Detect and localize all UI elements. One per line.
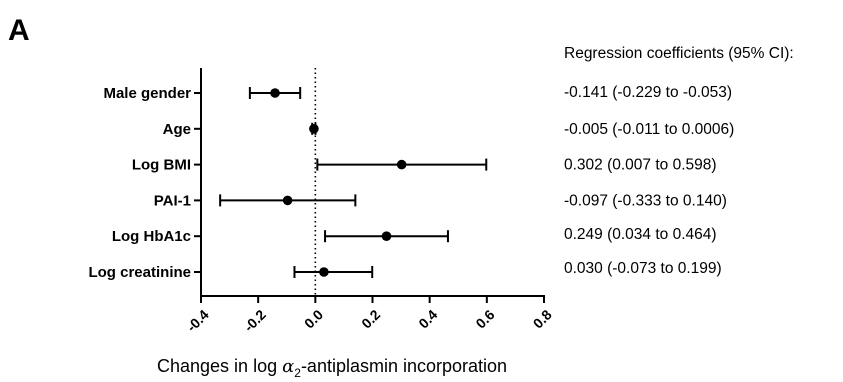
- coefficient-label: -0.005 (-0.011 to 0.0006): [564, 121, 734, 138]
- x-tick-label: 0.2: [358, 306, 383, 331]
- coefficient-header: Regression coefficients (95% CI):: [564, 45, 794, 62]
- panel-label: A: [8, 14, 30, 47]
- category-label: Age: [163, 121, 191, 138]
- coefficient-label: 0.302 (0.007 to 0.598): [564, 157, 717, 174]
- point-estimate: [282, 195, 293, 206]
- point-estimate: [381, 231, 392, 241]
- plot-area: -0.4 -0.2 0.0 0.2 0.4 0.6 0.8 Male gender -0.141…: [88, 68, 734, 335]
- coefficient-label: 0.030 (-0.073 to 0.199): [564, 260, 722, 277]
- x-tick-label: 0.8: [530, 306, 555, 331]
- x-tick-label: -0.4: [183, 306, 212, 335]
- x-axis-label-symbol: α: [282, 356, 294, 377]
- x-axis-label-suffix: -antiplasmin incorporation: [301, 356, 507, 376]
- x-axis-label-subscript: 2: [294, 366, 301, 380]
- coefficient-label: -0.097 (-0.333 to 0.140): [564, 192, 727, 209]
- category-label: PAI-1: [154, 192, 191, 209]
- category-label: Log creatinine: [88, 264, 191, 281]
- x-tick-label: -0.2: [241, 306, 270, 335]
- category-label: Log HbA1c: [112, 228, 191, 245]
- coefficient-label: -0.141 (-0.229 to -0.053): [564, 84, 732, 101]
- x-tick-label: 0.0: [301, 306, 326, 331]
- category-label: Log BMI: [132, 157, 191, 174]
- coefficient-label: 0.249 (0.034 to 0.464): [564, 226, 717, 243]
- x-axis-label-prefix: Changes in log: [157, 356, 282, 376]
- x-axis-label: Changes in log α2-antiplasmin incorporat…: [157, 356, 507, 380]
- category-label: Male gender: [103, 85, 191, 102]
- point-estimate: [309, 124, 319, 134]
- point-estimate: [396, 159, 407, 170]
- point-estimate: [319, 267, 329, 277]
- point-estimate: [270, 88, 280, 98]
- x-tick-label: 0.4: [415, 306, 440, 331]
- x-tick-label: 0.6: [472, 306, 497, 331]
